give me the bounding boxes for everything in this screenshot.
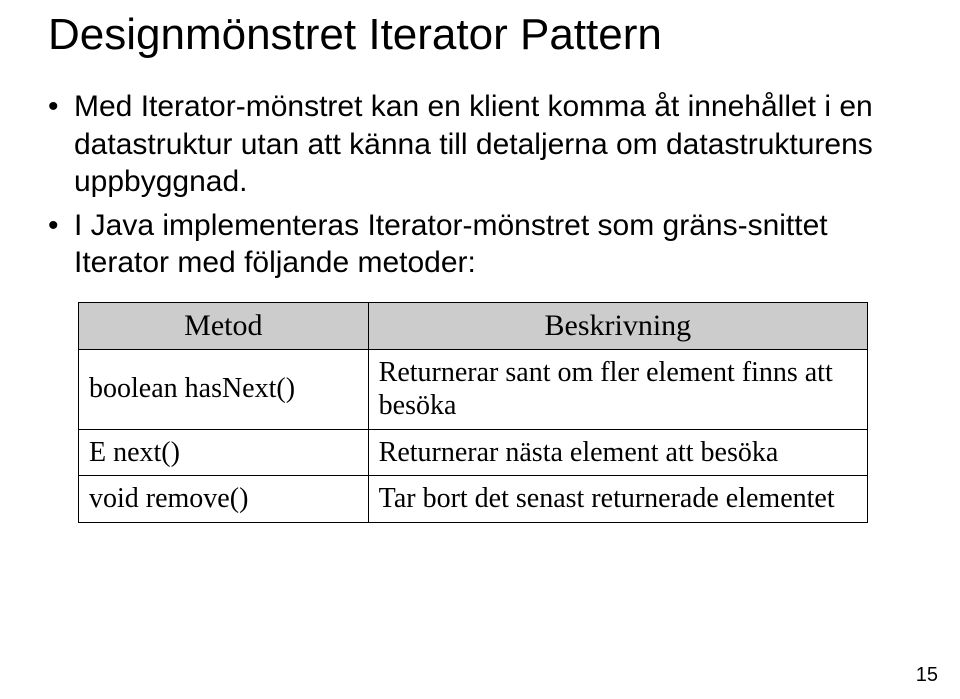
table-header-row: Metod Beskrivning — [79, 302, 868, 349]
table-row: boolean hasNext() Returnerar sant om fle… — [79, 349, 868, 429]
table-cell-method: boolean hasNext() — [79, 349, 369, 429]
table-cell-desc: Tar bort det senast returnerade elemente… — [368, 476, 867, 523]
methods-table: Metod Beskrivning boolean hasNext() Retu… — [78, 302, 868, 523]
table-header-method: Metod — [79, 302, 369, 349]
table-cell-desc: Returnerar sant om fler element finns at… — [368, 349, 867, 429]
page-number: 15 — [916, 664, 938, 687]
bullet-item: Med Iterator-mönstret kan en klient komm… — [48, 88, 912, 201]
table-row: void remove() Tar bort det senast return… — [79, 476, 868, 523]
slide: Designmönstret Iterator Pattern Med Iter… — [0, 0, 960, 699]
slide-title: Designmönstret Iterator Pattern — [48, 10, 912, 60]
table-cell-method: void remove() — [79, 476, 369, 523]
table-cell-desc: Returnerar nästa element att besöka — [368, 429, 867, 476]
bullet-list: Med Iterator-mönstret kan en klient komm… — [48, 88, 912, 282]
table-row: E next() Returnerar nästa element att be… — [79, 429, 868, 476]
table-cell-method: E next() — [79, 429, 369, 476]
table-header-desc: Beskrivning — [368, 302, 867, 349]
bullet-item: I Java implementeras Iterator-mönstret s… — [48, 207, 912, 282]
